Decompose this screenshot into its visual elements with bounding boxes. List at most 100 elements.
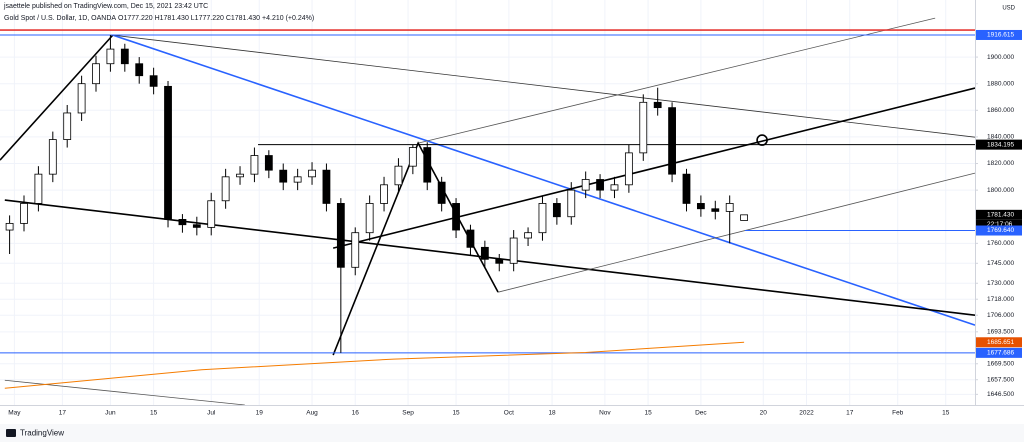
trend-line	[112, 34, 976, 138]
candle-body	[293, 176, 302, 183]
candle-body	[351, 232, 360, 268]
trend-line	[112, 34, 976, 326]
price-label-box	[976, 139, 1022, 150]
y-tick-label: 1760.000	[987, 240, 1014, 247]
y-tick-label: 1880.000	[987, 80, 1014, 87]
candle-body	[20, 203, 28, 224]
candle-body	[466, 229, 475, 248]
x-tick-label: Feb	[892, 410, 904, 417]
x-tick-label: 15	[644, 410, 652, 417]
candle-body	[250, 155, 259, 175]
candle-body	[509, 237, 518, 264]
trend-line	[497, 172, 976, 293]
candle-body	[668, 107, 676, 175]
x-tick-label: Nov	[599, 410, 611, 417]
ohlc: O1777.220 H1781.430 L1777.220 C1781.430 …	[118, 15, 314, 22]
plot-layer	[0, 17, 976, 406]
axis-layer: 1900.000 1880.000 1860.000 1840.000 1820.000…	[8, 29, 1022, 417]
candle-body	[135, 63, 144, 77]
price-label: 1685.651	[987, 339, 1014, 346]
x-tick-label: 16	[352, 410, 360, 417]
candle-body	[336, 203, 345, 268]
y-tick-label: 1657.500	[987, 376, 1014, 383]
price-label-box	[976, 29, 1022, 40]
candle-body	[5, 222, 14, 231]
candle-body	[365, 203, 374, 234]
candle-body	[322, 169, 331, 204]
candle-body	[711, 208, 720, 212]
y-tick-label: 1800.000	[987, 187, 1014, 194]
trend-line	[418, 17, 936, 144]
x-tick-label: 2022	[799, 410, 814, 417]
candle-body	[106, 48, 115, 65]
x-tick-label: 20	[760, 410, 768, 417]
candle-body	[207, 200, 216, 228]
candle-body	[92, 63, 100, 85]
candle-body	[77, 83, 86, 114]
x-tick-label: May	[8, 410, 21, 417]
x-tick-label: 15	[150, 410, 158, 417]
candle-body	[567, 189, 576, 218]
candle-body	[581, 179, 590, 191]
grid-layer	[0, 0, 975, 405]
candle-body	[149, 75, 158, 87]
y-tick-label: 1730.000	[987, 280, 1014, 287]
candle-body	[639, 101, 648, 154]
candle-body	[624, 152, 633, 186]
y-tick-label: 1693.500	[987, 329, 1014, 336]
x-tick-label: 18	[548, 410, 556, 417]
y-tick-label: 1706.000	[987, 312, 1014, 319]
x-tick-label: Oct	[504, 410, 514, 417]
candle-body	[696, 203, 705, 210]
trend-line	[332, 87, 976, 249]
countdown-box	[976, 219, 1022, 229]
candle-body	[610, 184, 619, 191]
candle-body	[63, 112, 72, 140]
countdown: 22:17:06	[987, 221, 1013, 228]
y-tick-label: 1669.500	[987, 360, 1014, 367]
candle-body	[480, 246, 489, 260]
brand-logo	[6, 429, 16, 437]
candle-body	[452, 203, 460, 231]
candle-body	[394, 165, 403, 186]
x-tick-label: Dec	[695, 410, 707, 417]
price-label: 1769.640	[987, 227, 1014, 234]
y-tick-label: 1718.000	[987, 296, 1014, 303]
symbol: Gold Spot / U.S. Dollar, 1D, OANDA	[4, 15, 116, 22]
y-tick-label: 1820.000	[987, 160, 1014, 167]
x-tick-label: 15	[452, 410, 460, 417]
brand: TradingView	[20, 429, 64, 438]
candle-body	[221, 176, 230, 202]
x-tick-label: 17	[59, 410, 67, 417]
footer	[0, 424, 1024, 442]
x-tick-label: 15	[942, 410, 950, 417]
y-tick-label: 1745.000	[987, 260, 1014, 267]
candle-body	[120, 48, 129, 65]
y-tick-label: 1860.000	[987, 107, 1014, 114]
x-tick-label: Jul	[207, 410, 216, 417]
publish-note: jsaettele published on TradingView.com, …	[3, 3, 208, 10]
candle-body	[682, 173, 691, 204]
candle-body	[236, 173, 244, 178]
candle-body	[423, 147, 432, 183]
candle-body	[264, 155, 273, 171]
candle-body	[740, 214, 748, 221]
price-label-box	[976, 337, 1022, 348]
price-label-box	[976, 225, 1022, 236]
currency: USD	[1002, 6, 1015, 12]
candle-body	[596, 179, 604, 191]
price-label: 1677.686	[987, 350, 1014, 357]
x-tick-label: Aug	[306, 410, 318, 417]
x-tick-label: 17	[846, 410, 854, 417]
y-tick-label: 1900.000	[987, 54, 1014, 61]
y-tick-label: 1646.500	[987, 391, 1014, 398]
x-tick-label: 19	[256, 410, 264, 417]
price-label: 1916.615	[987, 32, 1014, 39]
candle-body	[408, 147, 417, 167]
candle-body	[552, 203, 561, 218]
x-tick-label: Sep	[402, 410, 414, 417]
price-label: 1781.430	[987, 212, 1014, 219]
